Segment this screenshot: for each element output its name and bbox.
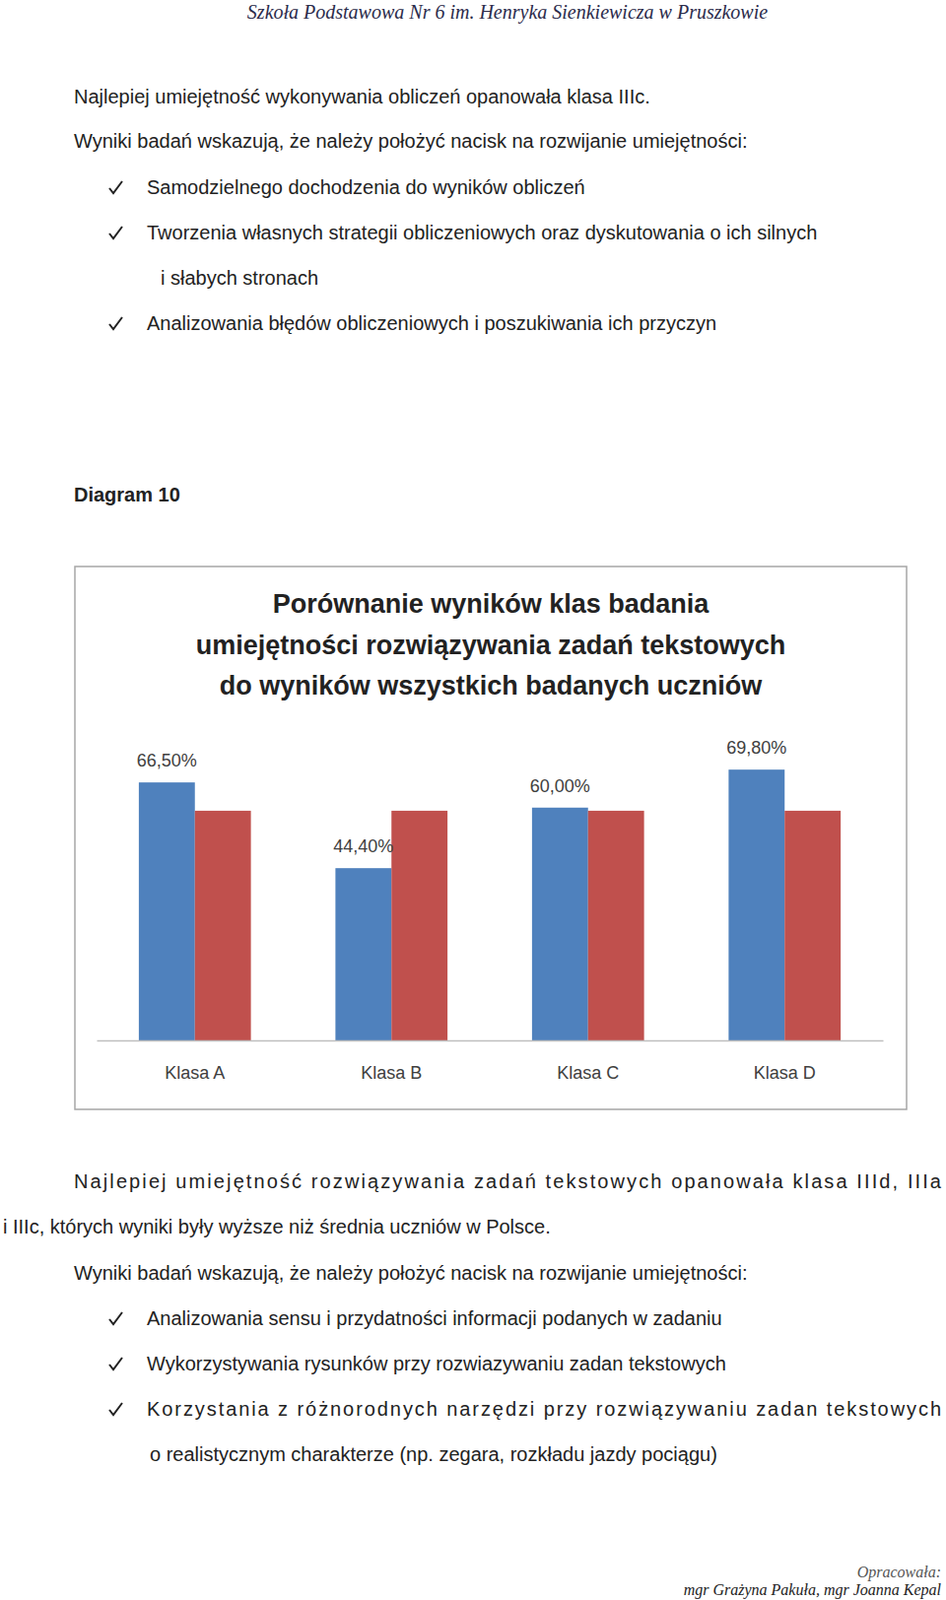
footer-authors: mgr Grażyna Pakuła, mgr Joanna Kepal bbox=[683, 1581, 943, 1600]
bullet-text: i słabych stronach bbox=[160, 267, 319, 289]
summary: Najlepiej umiejętność rozwiązywania zada… bbox=[73, 1170, 943, 1193]
tick-label: Klasa D bbox=[753, 1063, 816, 1083]
bullet-check bbox=[109, 1403, 123, 1416]
bullet-text: Wykorzystywania rysunków przy rozwiazywa… bbox=[146, 1352, 727, 1375]
chart: Porównanie wyników klas badania umiejętno… bbox=[74, 566, 907, 1110]
bullet-text: Analizowania błędów obliczeniowych i pos… bbox=[146, 312, 717, 335]
page: Szkoła Podstawowa Nr 6 im. Henryka Sienk… bbox=[0, 0, 946, 1600]
tick-label: Klasa A bbox=[164, 1063, 225, 1083]
bar bbox=[335, 868, 392, 1041]
bar bbox=[532, 808, 589, 1041]
data-label: 69,80% bbox=[726, 738, 787, 758]
bar bbox=[784, 810, 841, 1041]
bullet-check bbox=[109, 226, 123, 239]
tick-label: Klasa C bbox=[556, 1063, 619, 1083]
bullet-text: Analizowania sensu i przydatności inform… bbox=[146, 1307, 723, 1330]
data-labels: 66,50% 44,40% 60,00% 69,80% bbox=[136, 738, 788, 857]
bullet-check bbox=[109, 1312, 123, 1325]
background bbox=[0, 0, 946, 1600]
page-canvas: Szkoła Podstawowa Nr 6 im. Henryka Sienk… bbox=[0, 0, 946, 1600]
data-label: 44,40% bbox=[333, 836, 394, 857]
bullet-check bbox=[109, 317, 123, 330]
series bbox=[138, 769, 785, 1041]
diagram-label: Diagram 10 bbox=[73, 483, 181, 506]
bullet-text: Korzystania z różnorodnych narzędzi przy… bbox=[146, 1398, 942, 1420]
intro: Wyniki badań wskazują, że należy położyć… bbox=[73, 1262, 747, 1284]
series bbox=[195, 810, 841, 1041]
page-header: Szkoła Podstawowa Nr 6 im. Henryka Sienk… bbox=[247, 0, 768, 24]
bullet-text: Tworzenia własnych strategii obliczeniow… bbox=[146, 221, 817, 244]
x-axis: Klasa A Klasa B Klasa C Klasa D bbox=[97, 1040, 884, 1083]
bar bbox=[588, 810, 645, 1041]
tick: Klasa B bbox=[360, 1040, 422, 1083]
section-1: Najlepiej umiejętność wykonywania oblicz… bbox=[73, 85, 817, 335]
data-label: 60,00% bbox=[530, 776, 591, 797]
chart-title: do wyników wszystkich badanych uczniów bbox=[219, 671, 764, 701]
chart-title: umiejętności rozwiązywania zadań tekstow… bbox=[196, 630, 787, 661]
tick-label: Klasa B bbox=[360, 1063, 422, 1083]
summary: Najlepiej umiejętność wykonywania oblicz… bbox=[73, 85, 651, 108]
section-2: Najlepiej umiejętność rozwiązywania zada… bbox=[2, 1170, 943, 1466]
tick: Klasa D bbox=[753, 1040, 816, 1083]
chart-title: Porównanie wyników klas badania bbox=[272, 589, 711, 619]
tick: Klasa C bbox=[556, 1040, 619, 1083]
data-label: 66,50% bbox=[136, 750, 198, 771]
chart-frame bbox=[74, 566, 907, 1110]
bullet-check bbox=[109, 181, 123, 194]
intro: Wyniki badań wskazują, że należy położyć… bbox=[73, 130, 747, 152]
bullet-check bbox=[109, 1357, 123, 1370]
bars bbox=[138, 769, 841, 1041]
bar bbox=[138, 782, 196, 1041]
bullet-text: Samodzielnego dochodzenia do wyników obl… bbox=[146, 176, 586, 199]
bar bbox=[728, 769, 785, 1041]
summary: i IIIc, których wyniki były wyższe niż ś… bbox=[2, 1216, 551, 1238]
bar bbox=[195, 810, 252, 1041]
footer-label: Opracowała: bbox=[857, 1563, 942, 1582]
bar bbox=[391, 810, 448, 1041]
axis-line bbox=[97, 1040, 884, 1043]
tick: Klasa A bbox=[164, 1040, 225, 1083]
bullet-text: o realistycznym charakterze (np. zegara,… bbox=[149, 1443, 718, 1466]
